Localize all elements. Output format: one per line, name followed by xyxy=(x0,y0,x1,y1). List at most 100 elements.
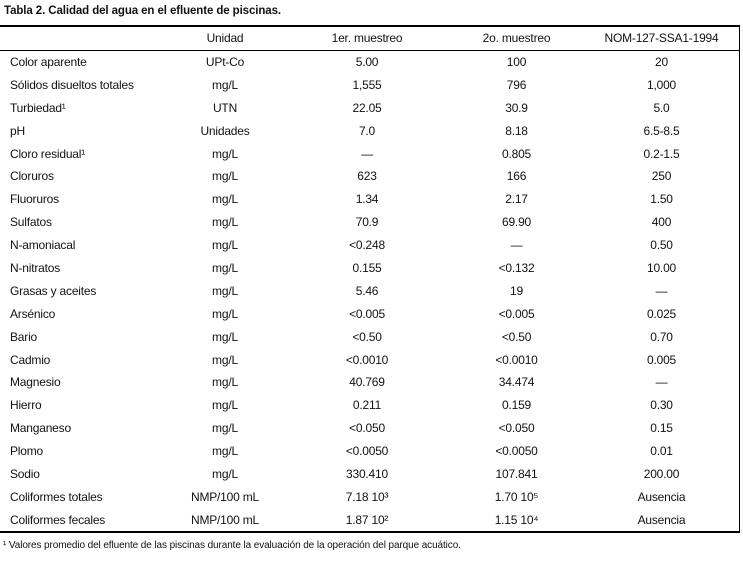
cell-norm: — xyxy=(655,375,668,390)
cell-norm: 200.00 xyxy=(643,466,680,481)
header-sample1: 1er. muestreo xyxy=(331,31,403,46)
cell-norm: 400 xyxy=(651,215,672,230)
cell-sample2: <0.0010 xyxy=(495,352,538,367)
cell-parameter: Sulfatos xyxy=(10,215,52,230)
cell-unit: mg/L xyxy=(212,398,238,413)
table-row: Hierro mg/L 0.211 0.159 0.30 xyxy=(0,394,739,417)
cell-unit: mg/L xyxy=(212,146,238,161)
cell-sample2: <0.005 xyxy=(498,306,535,321)
paper-table-page: Tabla 2. Calidad del agua en el efluente… xyxy=(0,5,743,562)
cell-parameter: Manganeso xyxy=(10,421,71,436)
table-row: Grasas y aceites mg/L 5.46 19 — xyxy=(0,279,739,302)
cell-norm: Ausencia xyxy=(637,512,686,527)
cell-sample2: 69.90 xyxy=(501,215,532,230)
table-row: Cadmio mg/L <0.0010 <0.0010 0.005 xyxy=(0,348,739,371)
cell-unit: mg/L xyxy=(212,466,238,481)
cell-unit: mg/L xyxy=(212,215,238,230)
cell-unit: NMP/100 mL xyxy=(190,512,260,527)
cell-norm: 1,000 xyxy=(646,77,677,92)
cell-sample1: 5.00 xyxy=(355,54,379,69)
cell-sample1: 1.34 xyxy=(355,192,379,207)
cell-norm: 5.0 xyxy=(653,100,670,115)
header-unit: Unidad xyxy=(206,31,244,46)
header-norm: NOM-127-SSA1-1994 xyxy=(604,31,719,46)
cell-norm: Ausencia xyxy=(637,489,686,504)
cell-parameter: pH xyxy=(10,123,25,138)
cell-unit: mg/L xyxy=(212,444,238,459)
cell-norm: 1.50 xyxy=(650,192,673,207)
cell-parameter: Hierro xyxy=(10,398,42,413)
table-row: Coliformes totales NMP/100 mL 7.18 10³ 1.70… xyxy=(0,485,739,508)
cell-sample1: 1,555 xyxy=(352,77,382,92)
cell-sample2: 100 xyxy=(506,54,527,69)
table-row: N-amoniacal mg/L <0.248 — 0.50 xyxy=(0,234,739,257)
cell-unit: mg/L xyxy=(212,238,238,253)
cell-unit: mg/L xyxy=(212,283,238,298)
cell-sample1: 7.18 10³ xyxy=(345,489,389,504)
cell-sample1: 22.05 xyxy=(352,100,382,115)
footnote: ¹ Valores promedio del efluente de las p… xyxy=(3,540,461,552)
cell-norm: 0.005 xyxy=(646,352,677,367)
cell-sample1: 330.410 xyxy=(346,466,388,481)
cell-norm: 6.5-8.5 xyxy=(643,123,680,138)
table-row: Sodio mg/L 330.410 107.841 200.00 xyxy=(0,463,739,486)
table-row: Plomo mg/L <0.0050 <0.0050 0.01 xyxy=(0,440,739,463)
cell-sample2: 166 xyxy=(506,169,527,184)
cell-sample2: 0.159 xyxy=(501,398,532,413)
cell-sample1: <0.0010 xyxy=(345,352,389,367)
cell-norm: 0.50 xyxy=(650,238,673,253)
cell-sample2: <0.0050 xyxy=(495,444,538,459)
cell-unit: NMP/100 mL xyxy=(190,489,260,504)
table-row: Bario mg/L <0.50 <0.50 0.70 xyxy=(0,325,739,348)
cell-norm: 0.01 xyxy=(650,444,673,459)
water-quality-table: Unidad 1er. muestreo 2o. muestreo NOM-12… xyxy=(0,25,740,534)
cell-parameter: Sólidos disueltos totales xyxy=(10,77,134,92)
cell-norm: — xyxy=(655,283,668,298)
table-row: Manganeso mg/L <0.050 <0.050 0.15 xyxy=(0,417,739,440)
cell-norm: 0.025 xyxy=(646,306,677,321)
header-sample2: 2o. muestreo xyxy=(482,31,551,46)
cell-parameter: N-amoniacal xyxy=(10,238,76,253)
cell-sample1: 40.769 xyxy=(349,375,385,390)
table-row: Sulfatos mg/L 70.9 69.90 400 xyxy=(0,211,739,234)
cell-parameter: Bario xyxy=(10,329,38,344)
cell-sample2: — xyxy=(510,238,523,253)
cell-sample2: 796 xyxy=(506,77,527,92)
cell-sample1: <0.248 xyxy=(349,238,385,253)
cell-unit: mg/L xyxy=(212,260,238,275)
cell-parameter: Color aparente xyxy=(10,54,87,69)
cell-norm: 0.15 xyxy=(650,421,673,436)
cell-norm: 0.30 xyxy=(650,398,673,413)
table-row: Coliformes fecales NMP/100 mL 1.87 10² 1.15… xyxy=(0,508,739,531)
cell-norm: 250 xyxy=(651,169,672,184)
cell-sample2: 30.9 xyxy=(505,100,528,115)
cell-sample2: <0.050 xyxy=(498,421,535,436)
cell-sample2: <0.132 xyxy=(498,260,535,275)
cell-sample1: 623 xyxy=(357,169,377,184)
cell-sample2: 8.18 xyxy=(505,123,528,138)
cell-norm: 20 xyxy=(655,54,668,69)
cell-parameter: Coliformes totales xyxy=(10,489,103,504)
cell-unit: mg/L xyxy=(212,375,238,390)
cell-parameter: Cloro residual¹ xyxy=(10,146,86,161)
cell-unit: mg/L xyxy=(212,192,238,207)
cell-unit: mg/L xyxy=(212,352,238,367)
cell-sample2: 107.841 xyxy=(495,466,538,481)
cell-sample1: <0.0050 xyxy=(345,444,389,459)
cell-parameter: Turbiedad¹ xyxy=(10,100,66,115)
cell-sample1: <0.005 xyxy=(349,306,385,321)
table-row: Turbiedad¹ UTN 22.05 30.9 5.0 xyxy=(0,96,739,119)
cell-parameter: Fluoruros xyxy=(10,192,59,207)
cell-sample2: 1.70 10⁵ xyxy=(494,489,539,504)
cell-norm: 10.00 xyxy=(646,260,677,275)
cell-sample1: 70.9 xyxy=(355,215,379,230)
cell-unit: mg/L xyxy=(212,329,238,344)
cell-sample2: 19 xyxy=(510,283,523,298)
table-title: Tabla 2. Calidad del agua en el efluente… xyxy=(4,5,281,17)
cell-sample1: 1.87 10² xyxy=(345,512,389,527)
cell-unit: mg/L xyxy=(212,169,238,184)
cell-norm: 0.70 xyxy=(650,329,673,344)
cell-sample2: 1.15 10⁴ xyxy=(494,512,539,527)
cell-parameter: N-nitratos xyxy=(10,260,61,275)
cell-sample1: <0.050 xyxy=(349,421,385,436)
